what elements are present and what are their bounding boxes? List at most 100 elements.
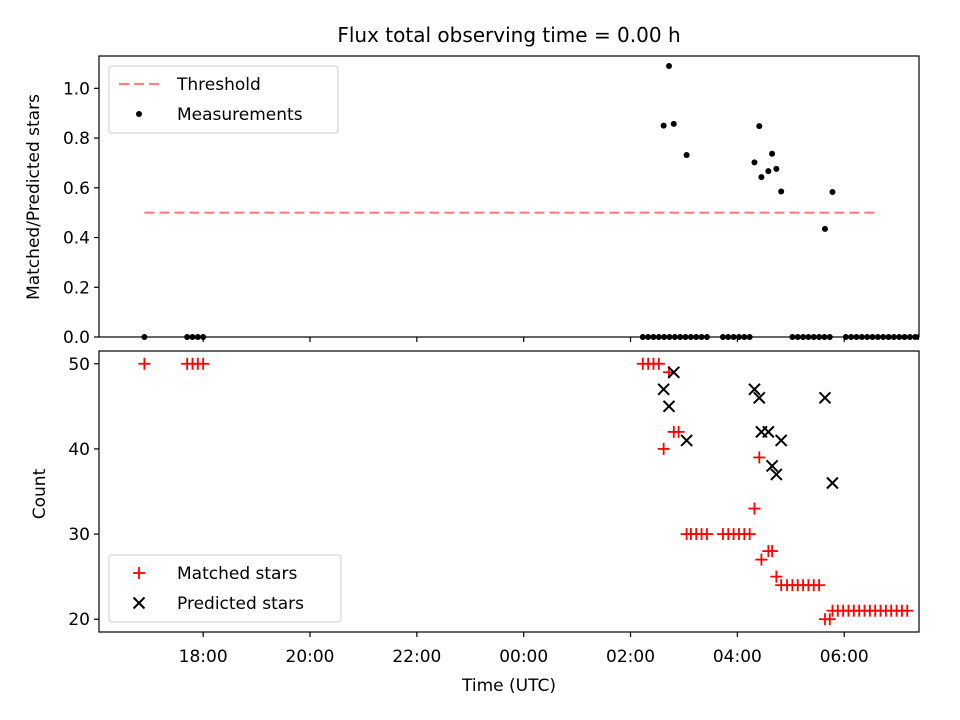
top-panel: Matched/Predicted stars 0.0 0.2 0.4 0.6 0.8 1… [24, 55, 927, 348]
matched-star-point [766, 545, 779, 558]
measurement-point [789, 334, 796, 340]
measurement-point [758, 174, 765, 181]
predicted-star-point [826, 476, 839, 490]
matched-star-point [138, 357, 151, 370]
predicted-star-point [662, 400, 676, 413]
chart-title: Flux total observing time = 0.00 h [337, 23, 680, 47]
measurement-point [184, 334, 191, 340]
legend-label: Predicted stars [177, 594, 304, 614]
measurement-point [769, 150, 776, 157]
bottom-ytick-label: 40 [68, 440, 90, 460]
matched-star-point [743, 528, 756, 541]
measurement-point [741, 334, 748, 340]
predicted-star-point [818, 391, 832, 405]
measurement-point [670, 120, 677, 127]
bottom-plot-area [138, 357, 914, 626]
measurement-point [778, 188, 785, 195]
measurement-point [639, 334, 646, 340]
legend-label: Measurements [177, 105, 303, 125]
measurement-point [821, 225, 828, 232]
measurement-point [650, 334, 657, 340]
measurement-point [906, 334, 913, 340]
top-ylabel: Matched/Predicted stars [24, 94, 44, 300]
measurement-point [683, 151, 690, 158]
matched-star-point [753, 451, 766, 464]
legend-matched-swatch [133, 567, 145, 579]
measurement-point [666, 334, 673, 340]
measurement-point [864, 334, 871, 340]
measurement-point [890, 334, 897, 340]
measurement-point [842, 334, 849, 340]
bottom-xtick-label: 00:00 [499, 647, 548, 667]
measurement-point [703, 334, 710, 340]
measurement-point [916, 334, 919, 340]
measurement-point [189, 334, 196, 340]
measurement-point [874, 334, 881, 340]
measurement-point [735, 334, 742, 340]
measurement-point [885, 334, 892, 340]
measurement-point [751, 159, 758, 166]
measurement-point [800, 334, 807, 340]
predicted-star-point [657, 383, 670, 396]
measurement-point [194, 334, 201, 340]
legend-predicted-swatch [132, 596, 146, 610]
top-ytick-label: 0.4 [63, 229, 90, 249]
top-axes-frame [98, 55, 920, 338]
measurement-point [810, 334, 817, 340]
predicted-star-point [753, 391, 766, 405]
measurement-point [698, 334, 705, 340]
matched-star-point [197, 357, 210, 370]
measurement-point [677, 334, 684, 340]
predicted-star-point [765, 459, 779, 473]
bottom-panel: Count Time (UTC) 20 30 40 50 18:00 20:00 22:00… [30, 350, 920, 696]
measurement-point [826, 334, 833, 340]
legend-measurement-swatch [136, 111, 142, 117]
top-ytick-label: 0.0 [63, 328, 90, 348]
measurement-point [765, 168, 772, 175]
matched-star-point [823, 613, 836, 626]
bottom-axes-frame [98, 350, 920, 633]
top-ytick-label: 0.2 [63, 278, 90, 298]
measurement-point [821, 334, 828, 340]
measurement-point [655, 334, 662, 340]
bottom-ytick-label: 50 [68, 355, 90, 375]
measurement-point [880, 334, 887, 340]
matched-star-point [657, 442, 670, 455]
measurement-point [805, 334, 812, 340]
predicted-star-point [762, 425, 775, 439]
matched-star-point [652, 357, 665, 370]
top-ytick-label: 1.0 [63, 79, 90, 99]
measurement-point [853, 334, 860, 340]
bottom-xtick-label: 06:00 [820, 647, 869, 667]
bottom-legend: Matched stars Predicted stars [108, 554, 342, 623]
measurement-point [682, 334, 689, 340]
measurement-point [661, 334, 668, 340]
measurement-point [901, 334, 908, 340]
measurement-point [921, 334, 927, 340]
measurement-point [671, 334, 678, 340]
legend-label: Matched stars [177, 564, 297, 584]
top-ytick-label: 0.8 [63, 129, 90, 149]
top-legend: Threshold Measurements [108, 65, 339, 134]
predicted-star-point [667, 366, 681, 379]
bottom-xtick-label: 18:00 [179, 647, 228, 667]
matched-star-point [672, 425, 685, 438]
bottom-xtick-label: 04:00 [713, 647, 762, 667]
top-plot-area [141, 62, 927, 340]
measurement-point [869, 334, 876, 340]
measurement-point [773, 165, 780, 172]
predicted-star-point [680, 434, 693, 447]
measurement-point [896, 334, 903, 340]
measurement-point [848, 334, 855, 340]
measurement-point [660, 122, 667, 129]
bottom-ytick-label: 20 [68, 610, 90, 630]
measurement-point [746, 334, 753, 340]
measurement-point [693, 334, 700, 340]
bottom-xtick-label: 20:00 [286, 647, 335, 667]
predicted-star-point [774, 434, 788, 447]
measurement-point [725, 334, 732, 340]
bottom-ytick-label: 30 [68, 525, 90, 545]
predicted-star-point [748, 383, 761, 396]
bottom-xtick-label: 02:00 [606, 647, 655, 667]
legend-label: Threshold [176, 75, 261, 95]
